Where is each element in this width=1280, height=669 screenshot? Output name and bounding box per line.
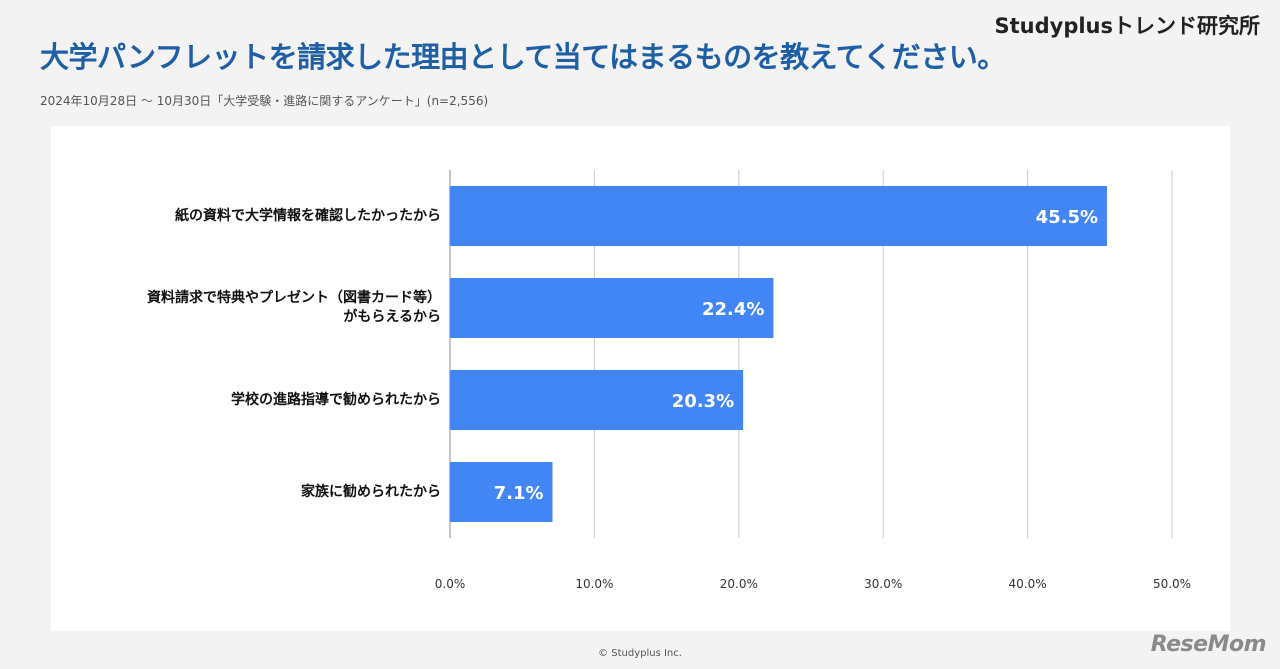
bar-value-label: 45.5%: [1036, 207, 1098, 228]
bar: [450, 278, 774, 338]
category-label: 家族に勧められたから: [61, 483, 441, 502]
category-label-line: がもらえるから: [343, 309, 441, 325]
brand-name: Studyplusトレンド研究所: [994, 14, 1260, 38]
bar-value-label: 22.4%: [702, 299, 764, 320]
resemom-logo: ReseMom: [1150, 632, 1267, 657]
bar-chart: 0.0% 10.0% 20.0% 30.0% 40.0% 50.0% 45.5% 22.4% 2…: [435, 170, 1191, 591]
category-label: 学校の進路指導で勧められたから: [61, 391, 441, 410]
bar-value-label: 7.1%: [494, 483, 544, 504]
x-tick-label: 50.0%: [1153, 577, 1191, 591]
category-label-line: 学校の進路指導で勧められたから: [231, 391, 441, 408]
x-tick-label: 10.0%: [575, 577, 613, 591]
survey-subtitle: 2024年10月28日 〜 10月30日「大学受験・進路に関するアンケート」(n…: [40, 94, 489, 108]
category-label-line: 家族に勧められたから: [301, 483, 441, 500]
bar: [450, 186, 1108, 246]
page-title: 大学パンフレットを請求した理由として当てはまるものを教えてください。: [40, 40, 1006, 74]
bar: [450, 370, 744, 430]
x-tick-label: 30.0%: [864, 577, 902, 591]
bar-value-label: 20.3%: [672, 391, 734, 412]
copyright: © Studyplus Inc.: [598, 648, 682, 659]
x-tick-label: 20.0%: [720, 577, 758, 591]
bar: [450, 462, 553, 522]
category-label-line: 資料請求で特典やプレゼント（図書カード等）: [147, 290, 441, 306]
category-label: 資料請求で特典やプレゼント（図書カード等） がもらえるから: [61, 289, 441, 327]
category-label: 紙の資料で大学情報を確認したかったから: [61, 207, 441, 226]
x-tick-label: 40.0%: [1009, 577, 1047, 591]
x-tick-label: 0.0%: [435, 577, 466, 591]
category-label-line: 紙の資料で大学情報を確認したかったから: [175, 207, 441, 224]
chart-card: 0.0% 10.0% 20.0% 30.0% 40.0% 50.0% 45.5% 22.4% 2…: [51, 126, 1230, 631]
